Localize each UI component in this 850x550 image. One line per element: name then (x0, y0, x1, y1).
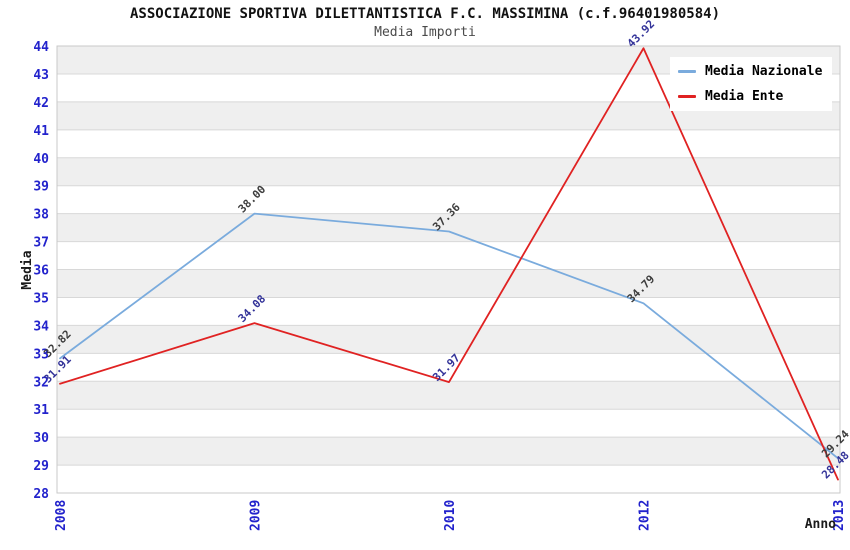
y-tick-label: 40 (33, 152, 49, 167)
y-tick-label: 32 (33, 375, 49, 390)
y-tick-label: 44 (33, 40, 49, 55)
legend-line-swatch-media-ente (678, 95, 696, 98)
plot-band (57, 269, 840, 298)
y-tick-label: 29 (33, 459, 49, 474)
chart-subtitle: Media Importi (374, 25, 476, 40)
plot-band (57, 325, 840, 354)
y-tick-label: 42 (33, 96, 49, 111)
legend-label-media-ente: Media Ente (705, 89, 784, 104)
plot-band (57, 129, 840, 158)
plot-band (57, 381, 840, 410)
y-tick-label: 34 (33, 319, 49, 334)
plot-band (57, 241, 840, 270)
plot-band (57, 185, 840, 214)
plot-band (57, 465, 840, 493)
legend-item-media-nazionale: Media Nazionale (678, 64, 822, 79)
y-tick-label: 39 (33, 180, 49, 195)
y-axis-title: Media (20, 250, 35, 289)
x-tick-label: 2010 (443, 500, 458, 531)
y-tick-label: 30 (33, 431, 49, 446)
legend-line-swatch-media-nazionale (678, 70, 696, 73)
plot-border (56, 45, 841, 494)
legend-label-media-nazionale: Media Nazionale (705, 64, 823, 79)
plot-band (57, 353, 840, 382)
x-tick-label: 2009 (249, 500, 264, 531)
legend: Media Nazionale Media Ente (670, 57, 833, 111)
plot-band (57, 157, 840, 186)
plot-band (57, 409, 840, 438)
y-tick-label: 43 (33, 68, 49, 83)
plot-band (57, 213, 840, 242)
y-tick-label: 41 (33, 124, 49, 139)
y-tick-label: 28 (33, 487, 49, 502)
y-tick-label: 33 (33, 347, 49, 362)
x-axis-title: Anno (805, 517, 836, 532)
legend-item-media-ente: Media Ente (678, 89, 822, 104)
y-tick-label: 31 (33, 403, 49, 418)
data-label-1: 43.92 (625, 17, 658, 50)
x-tick-label: 2013 (832, 500, 847, 531)
x-tick-label: 2008 (54, 500, 69, 531)
series-line-0 (59, 212, 839, 460)
chart-title: ASSOCIAZIONE SPORTIVA DILETTANTISTICA F.… (129, 6, 720, 22)
plot-band (57, 297, 840, 326)
y-tick-label: 38 (33, 208, 49, 223)
y-tick-label: 37 (33, 236, 49, 251)
x-tick-label: 2012 (638, 500, 653, 531)
y-tick-label: 35 (33, 291, 49, 306)
series-line-1 (59, 47, 839, 481)
y-tick-label: 36 (33, 264, 49, 279)
plot-band (57, 437, 840, 466)
